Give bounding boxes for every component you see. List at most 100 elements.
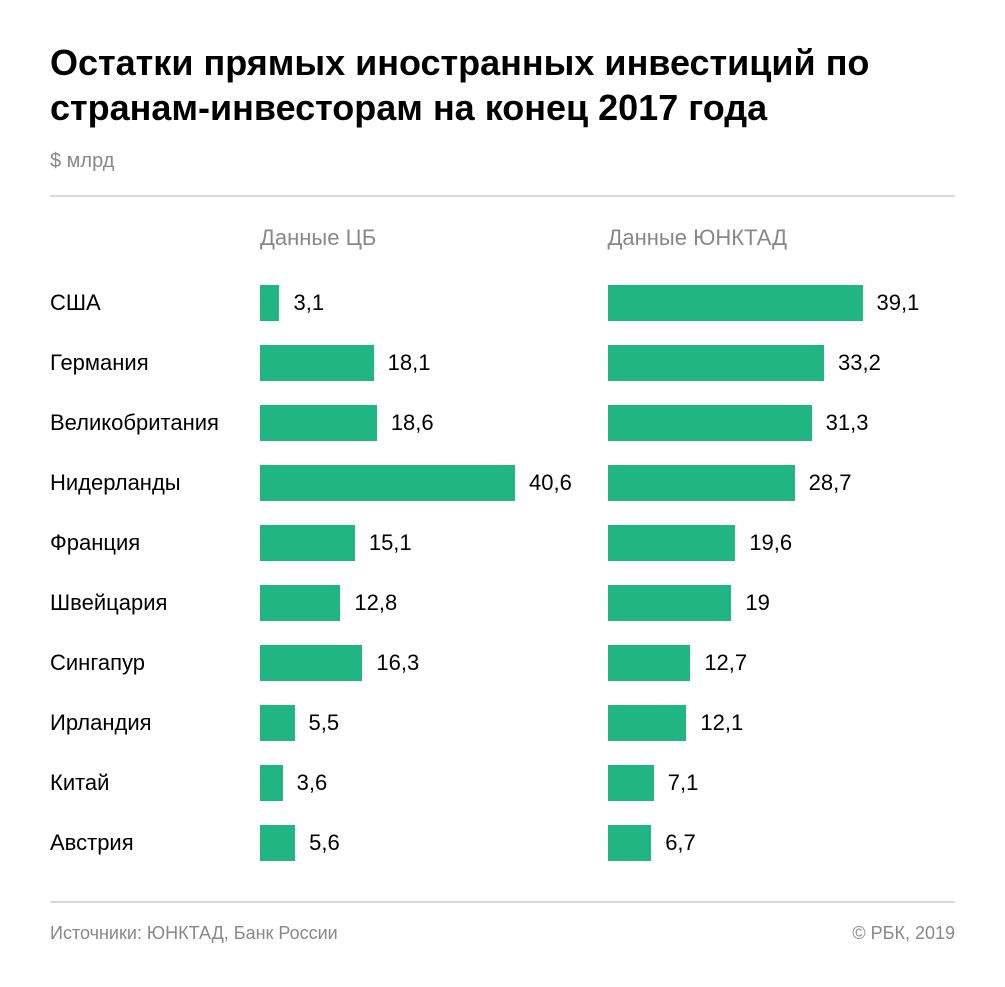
category-label: Франция: [50, 530, 260, 556]
chart-row: Германия18,1 33,2: [50, 333, 955, 393]
bar: [608, 525, 736, 561]
bar: [260, 705, 295, 741]
series-cell: 7,1: [608, 765, 956, 801]
copyright-text: © РБК, 2019: [852, 923, 955, 944]
bar: [260, 585, 340, 621]
category-label: Китай: [50, 770, 260, 796]
bar: [608, 765, 654, 801]
bar-wrap: 3,1: [260, 285, 588, 321]
series-header: Данные ЦБ: [260, 225, 588, 251]
bar: [608, 285, 863, 321]
category-label: США: [50, 290, 260, 316]
series-cell: 19,6: [608, 525, 956, 561]
series-cell: 12,1: [608, 705, 956, 741]
bar-wrap: 15,1: [260, 525, 588, 561]
bar-value-label: 33,2: [838, 350, 881, 376]
bar: [260, 285, 279, 321]
bar-wrap: 7,1: [608, 765, 936, 801]
series-cell: 12,7: [608, 645, 956, 681]
category-label: Германия: [50, 350, 260, 376]
bar-value-label: 19,6: [749, 530, 792, 556]
chart-area: Данные ЦБ Данные ЮНКТАД США 3,1 39,1 Германия…: [50, 197, 955, 901]
bar-wrap: 33,2: [608, 345, 936, 381]
bar: [260, 525, 355, 561]
chart-row: Великобритания 18,6 31,3: [50, 393, 955, 453]
bar-wrap: 19,6: [608, 525, 936, 561]
series-cell: 18,6: [260, 405, 608, 441]
bar: [608, 825, 652, 861]
chart-row: Ирландия 5,5 12,1: [50, 693, 955, 753]
bar-wrap: 18,6: [260, 405, 588, 441]
chart-row: Австрия 5,6 6,7: [50, 813, 955, 873]
bar-wrap: 31,3: [608, 405, 936, 441]
bar-value-label: 19: [745, 590, 769, 616]
series-cell: 3,1: [260, 285, 608, 321]
bar-value-label: 6,7: [665, 830, 696, 856]
bar-value-label: 5,5: [309, 710, 340, 736]
bar-value-label: 7,1: [668, 770, 699, 796]
series-cell: 39,1: [608, 285, 956, 321]
series-headers: Данные ЦБ Данные ЮНКТАД: [50, 225, 955, 251]
series-header: Данные ЮНКТАД: [608, 225, 936, 251]
bar: [260, 765, 283, 801]
chart-row: Сингапур16,312,7: [50, 633, 955, 693]
series-cell: 12,8: [260, 585, 608, 621]
bar-wrap: 40,6: [260, 465, 588, 501]
chart-row: Нидерланды40,628,7: [50, 453, 955, 513]
chart-title: Остатки прямых иностранных инвестиций по…: [50, 40, 955, 130]
chart-container: Остатки прямых иностранных инвестиций по…: [0, 0, 1005, 974]
bar: [260, 645, 362, 681]
series-cell: 5,5: [260, 705, 608, 741]
sources-text: Источники: ЮНКТАД, Банк России: [50, 923, 338, 944]
bar-value-label: 28,7: [809, 470, 852, 496]
bar: [260, 465, 515, 501]
category-label: Ирландия: [50, 710, 260, 736]
bar-value-label: 12,7: [704, 650, 747, 676]
bar: [608, 465, 795, 501]
bar-value-label: 15,1: [369, 530, 412, 556]
bar: [608, 585, 732, 621]
bar-wrap: 3,6: [260, 765, 588, 801]
bar-wrap: 39,1: [608, 285, 936, 321]
series-cell: 5,6: [260, 825, 608, 861]
bar-value-label: 16,3: [376, 650, 419, 676]
series-cell: 19: [608, 585, 956, 621]
series-cell: 15,1: [260, 525, 608, 561]
bar-value-label: 5,6: [309, 830, 340, 856]
bar: [608, 705, 687, 741]
bar-wrap: 5,5: [260, 705, 588, 741]
bar-value-label: 39,1: [877, 290, 920, 316]
bar-value-label: 12,8: [354, 590, 397, 616]
chart-subtitle: $ млрд: [50, 150, 955, 173]
bar-value-label: 18,6: [391, 410, 434, 436]
bar-wrap: 18,1: [260, 345, 588, 381]
bar-wrap: 5,6: [260, 825, 588, 861]
series-header-col: Данные ЦБ: [260, 225, 608, 251]
category-label: Австрия: [50, 830, 260, 856]
bar-value-label: 3,1: [293, 290, 324, 316]
chart-row: Китай 3,6 7,1: [50, 753, 955, 813]
bar: [260, 405, 377, 441]
bar-value-label: 12,1: [700, 710, 743, 736]
chart-row: Швейцария12,819: [50, 573, 955, 633]
label-col-spacer: [50, 225, 260, 251]
chart-footer: Источники: ЮНКТАД, Банк России © РБК, 20…: [50, 903, 955, 944]
series-cell: 18,1: [260, 345, 608, 381]
series-header-col: Данные ЮНКТАД: [608, 225, 956, 251]
bar-wrap: 12,1: [608, 705, 936, 741]
bar: [260, 345, 374, 381]
chart-row: США 3,1 39,1: [50, 273, 955, 333]
series-cell: 33,2: [608, 345, 956, 381]
bar-wrap: 6,7: [608, 825, 936, 861]
bar: [608, 405, 812, 441]
series-cell: 31,3: [608, 405, 956, 441]
bar-value-label: 3,6: [297, 770, 328, 796]
bar-value-label: 40,6: [529, 470, 572, 496]
series-cell: 3,6: [260, 765, 608, 801]
category-label: Великобритания: [50, 410, 260, 436]
series-cell: 16,3: [260, 645, 608, 681]
bar: [260, 825, 295, 861]
series-cell: 40,6: [260, 465, 608, 501]
bar: [608, 345, 825, 381]
bar-wrap: 12,8: [260, 585, 588, 621]
